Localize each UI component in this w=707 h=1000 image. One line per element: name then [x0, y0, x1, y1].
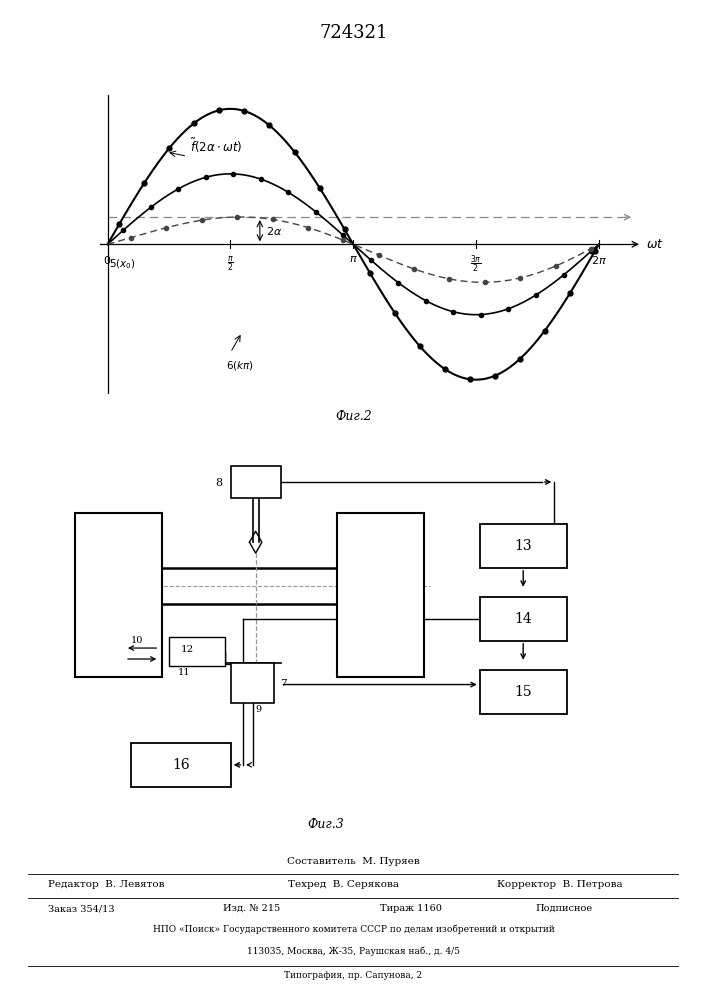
Bar	[132, 743, 230, 787]
Text: 13: 13	[515, 539, 532, 553]
Text: 113035, Москва, Ж-35, Раушская наб., д. 4/5: 113035, Москва, Ж-35, Раушская наб., д. …	[247, 946, 460, 956]
Text: 8: 8	[215, 478, 222, 488]
Text: $\frac{\pi}{2}$: $\frac{\pi}{2}$	[227, 254, 234, 273]
Text: $\pi$: $\pi$	[349, 254, 358, 264]
Text: 15: 15	[515, 685, 532, 699]
Text: $0$: $0$	[103, 254, 112, 266]
Text: $5(x_0)$: $5(x_0)$	[109, 258, 136, 271]
Bar	[230, 663, 274, 703]
Text: НПО «Поиск» Государственного комитета СССР по делам изобретений и открытий: НПО «Поиск» Государственного комитета СС…	[153, 925, 554, 934]
Text: $6(k\pi)$: $6(k\pi)$	[226, 359, 255, 372]
Text: 10: 10	[132, 636, 144, 645]
Bar	[75, 513, 163, 677]
Text: 14: 14	[514, 612, 532, 626]
Text: 12: 12	[180, 645, 194, 654]
Bar	[168, 637, 225, 666]
Bar	[230, 466, 281, 498]
Text: Типография, пр. Сапунова, 2: Типография, пр. Сапунова, 2	[284, 972, 423, 980]
Text: Фиг.2: Фиг.2	[335, 410, 372, 422]
Text: Техред  В. Серякова: Техред В. Серякова	[288, 880, 399, 889]
Text: $2\alpha$: $2\alpha$	[266, 225, 282, 237]
Text: Заказ 354/13: Заказ 354/13	[48, 904, 115, 913]
Text: $\tilde{f}(2\alpha\cdot\omega t)$: $\tilde{f}(2\alpha\cdot\omega t)$	[189, 137, 242, 155]
Text: Редактор  В. Левятов: Редактор В. Левятов	[48, 880, 164, 889]
Text: Фиг.3: Фиг.3	[307, 818, 344, 832]
Text: $\omega t$: $\omega t$	[645, 238, 664, 251]
Bar	[479, 670, 567, 714]
Text: $2\pi$: $2\pi$	[591, 254, 607, 266]
Text: 16: 16	[173, 758, 189, 772]
Text: Тираж 1160: Тираж 1160	[380, 904, 441, 913]
Bar	[479, 597, 567, 641]
Text: $\frac{3\pi}{2}$: $\frac{3\pi}{2}$	[470, 254, 482, 275]
Text: Изд. № 215: Изд. № 215	[223, 904, 281, 913]
Text: 11: 11	[178, 668, 190, 677]
Text: Составитель  М. Пуряев: Составитель М. Пуряев	[287, 857, 420, 866]
Text: 724321: 724321	[320, 24, 387, 42]
Text: 7: 7	[281, 679, 287, 688]
Bar	[337, 513, 423, 677]
Text: 9: 9	[256, 705, 262, 714]
Text: Подписное: Подписное	[536, 904, 592, 913]
Bar	[479, 524, 567, 568]
Text: Корректор  В. Петрова: Корректор В. Петрова	[496, 880, 622, 889]
